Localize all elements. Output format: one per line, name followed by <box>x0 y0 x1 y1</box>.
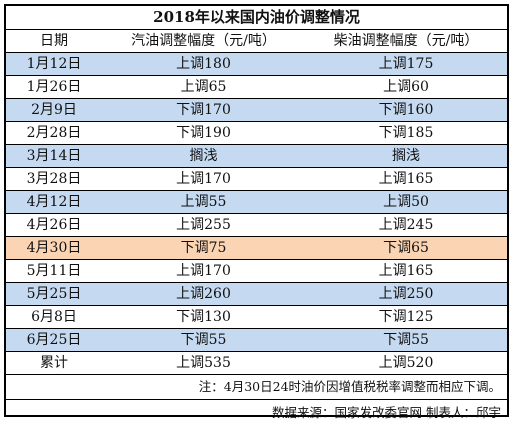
diesel-cell: 下调65 <box>305 237 507 260</box>
total-label: 累计 <box>6 352 102 375</box>
diesel-cell: 下调55 <box>305 329 507 352</box>
diesel-cell: 下调125 <box>305 306 507 329</box>
gasoline-cell: 下调75 <box>102 237 305 260</box>
table-row: 3月14日搁浅搁浅 <box>6 145 507 168</box>
diesel-cell: 上调165 <box>305 168 507 191</box>
gasoline-cell: 上调65 <box>102 76 305 99</box>
gasoline-cell: 上调170 <box>102 168 305 191</box>
table-note: 注：4月30日24时油价因增值税税率调整而相应下调。 <box>6 375 507 400</box>
diesel-cell: 下调160 <box>305 99 507 122</box>
date-cell: 5月11日 <box>6 260 102 283</box>
date-cell: 5月25日 <box>6 283 102 306</box>
date-cell: 1月12日 <box>6 53 102 76</box>
date-cell: 1月26日 <box>6 76 102 99</box>
date-cell: 4月26日 <box>6 214 102 237</box>
gasoline-cell: 上调180 <box>102 53 305 76</box>
date-cell: 2月28日 <box>6 122 102 145</box>
diesel-cell: 上调250 <box>305 283 507 306</box>
gasoline-cell: 下调170 <box>102 99 305 122</box>
diesel-cell: 上调245 <box>305 214 507 237</box>
diesel-cell: 上调60 <box>305 76 507 99</box>
table-source: 数据来源：国家发改委官网 制表人：邱宇 <box>6 400 507 425</box>
gasoline-cell: 下调55 <box>102 329 305 352</box>
gasoline-cell: 搁浅 <box>102 145 305 168</box>
diesel-cell: 上调50 <box>305 191 507 214</box>
gasoline-cell: 下调190 <box>102 122 305 145</box>
total-gasoline: 上调535 <box>102 352 305 375</box>
gasoline-cell: 下调130 <box>102 306 305 329</box>
diesel-cell: 上调165 <box>305 260 507 283</box>
date-cell: 6月25日 <box>6 329 102 352</box>
diesel-cell: 上调175 <box>305 53 507 76</box>
gasoline-cell: 上调55 <box>102 191 305 214</box>
oil-price-table: 2018年以来国内油价调整情况 日期 汽油调整幅度（元/吨） 柴油调整幅度（元/… <box>6 6 507 425</box>
oil-price-table-frame: 2018年以来国内油价调整情况 日期 汽油调整幅度（元/吨） 柴油调整幅度（元/… <box>4 4 509 417</box>
table-header-row: 日期 汽油调整幅度（元/吨） 柴油调整幅度（元/吨） <box>6 30 507 53</box>
source-row: 数据来源：国家发改委官网 制表人：邱宇 <box>6 400 507 425</box>
header-gasoline: 汽油调整幅度（元/吨） <box>102 30 305 53</box>
header-diesel: 柴油调整幅度（元/吨） <box>305 30 507 53</box>
date-cell: 6月8日 <box>6 306 102 329</box>
table-title: 2018年以来国内油价调整情况 <box>6 6 507 30</box>
date-cell: 4月30日 <box>6 237 102 260</box>
gasoline-cell: 上调255 <box>102 214 305 237</box>
gasoline-cell: 上调260 <box>102 283 305 306</box>
date-cell: 2月9日 <box>6 99 102 122</box>
gasoline-cell: 上调170 <box>102 260 305 283</box>
table-title-row: 2018年以来国内油价调整情况 <box>6 6 507 30</box>
diesel-cell: 下调185 <box>305 122 507 145</box>
total-diesel: 上调520 <box>305 352 507 375</box>
date-cell: 3月14日 <box>6 145 102 168</box>
date-cell: 4月12日 <box>6 191 102 214</box>
note-row: 注：4月30日24时油价因增值税税率调整而相应下调。 <box>6 375 507 400</box>
date-cell: 3月28日 <box>6 168 102 191</box>
header-date: 日期 <box>6 30 102 53</box>
diesel-cell: 搁浅 <box>305 145 507 168</box>
